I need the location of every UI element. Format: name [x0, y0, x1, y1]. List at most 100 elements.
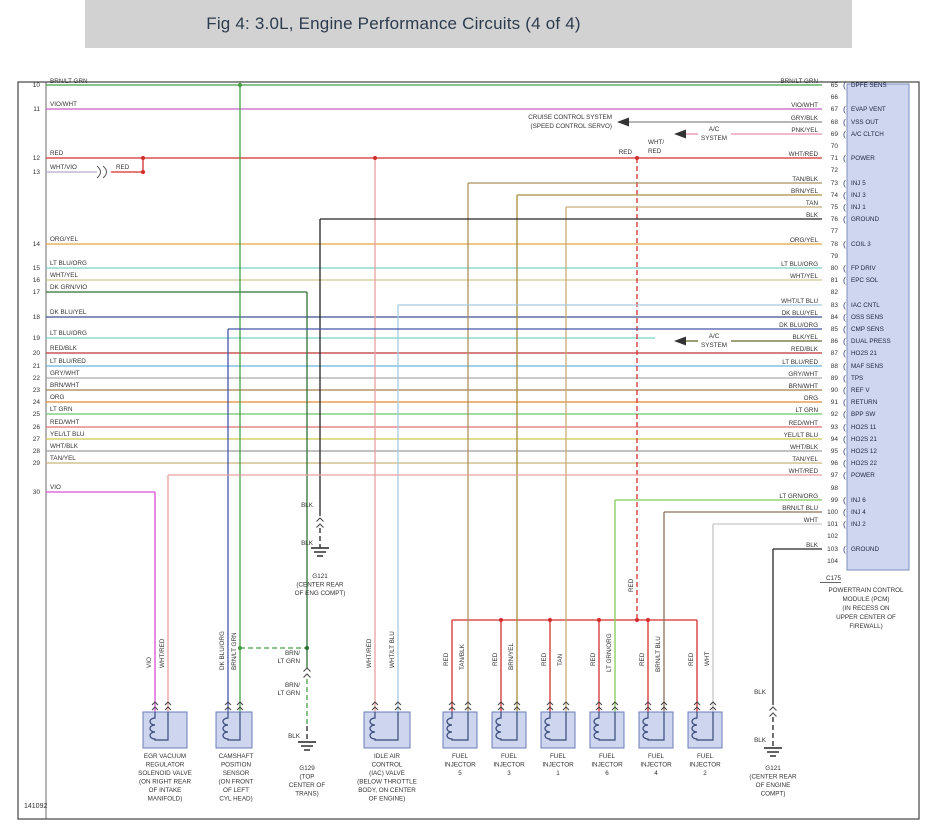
figure-id: 141092 [24, 803, 48, 810]
pin-number: 67 [831, 106, 839, 113]
float-label: LT GRN [277, 690, 300, 697]
connector-chevron [394, 706, 402, 711]
vertical-wire-label: WHT/LT BLU [389, 631, 396, 668]
row-number: 11 [33, 106, 40, 113]
connector-chevron [448, 701, 456, 706]
component-caption: IDLE AIR [374, 753, 400, 760]
pin-number: 100 [827, 509, 838, 516]
vertical-wire-label: RED [541, 652, 548, 666]
pin-function: POWER [851, 472, 875, 479]
pin-brace: ( [843, 385, 846, 395]
connector-chevron [224, 706, 232, 711]
connector-chevron [660, 706, 668, 711]
pin-wire-label: VIO/WHT [791, 102, 818, 109]
vertical-wire-label: RED [639, 652, 646, 666]
pin-number: 95 [831, 448, 839, 455]
pin-function: HO2S 12 [851, 448, 877, 455]
pin-function: IAC CNTL [851, 302, 880, 309]
pin-function: HO2S 21 [851, 436, 877, 443]
pin-number: 69 [831, 131, 839, 138]
pin-function: DPFE SENS [851, 82, 887, 89]
float-label: BLK [301, 502, 314, 509]
component-caption: G129 [299, 765, 315, 772]
pin-function: INJ 2 [851, 521, 866, 528]
connector-chevron [303, 667, 311, 672]
pin-brace: ( [843, 348, 846, 358]
pin-number: 83 [831, 302, 839, 309]
pin-brace: ( [843, 263, 846, 273]
pin-brace: ( [843, 373, 846, 383]
row-number: 23 [33, 387, 41, 394]
pcm-caption: POWERTRAIN CONTROL [828, 587, 904, 594]
title-bar: Fig 4: 3.0L, Engine Performance Circuits… [85, 0, 852, 48]
wire-label: VIO [50, 484, 61, 491]
pin-number: 88 [831, 363, 839, 370]
pin-wire-label: YEL/LT BLU [784, 432, 819, 439]
connector-chevron [164, 701, 172, 706]
pin-number: 99 [831, 497, 839, 504]
pin-function: BPP SW [851, 411, 875, 418]
pin-number: 65 [831, 82, 839, 89]
wire-label: GRY/WHT [50, 370, 80, 377]
component-box [687, 711, 723, 749]
pin-wire-label: BRN/LT BLU [782, 505, 818, 512]
connector-chevron [546, 706, 554, 711]
row-number: 13 [33, 169, 41, 176]
pin-function: TPS [851, 375, 863, 382]
pin-brace: ( [843, 519, 846, 529]
coil-symbol [544, 712, 567, 741]
row-number: 10 [33, 82, 41, 89]
coil-symbol [446, 712, 469, 741]
pin-function: EPC SOL [851, 277, 879, 284]
row-number: 15 [33, 265, 41, 272]
pin-brace: ( [843, 446, 846, 456]
component-caption: FUEL [648, 753, 665, 760]
pin-function: A/C CLTCH [851, 131, 884, 138]
pin-number: 91 [831, 399, 839, 406]
pin-number: 87 [831, 350, 839, 357]
pin-wire-label: GRY/BLK [791, 115, 819, 122]
component-caption: G121 [312, 573, 328, 580]
pin-function: GROUND [851, 546, 879, 553]
wire-label: LT BLU/RED [50, 358, 86, 365]
pin-wire-label: ORG/YEL [790, 237, 818, 244]
junction-dot [237, 82, 243, 88]
pin-number: 85 [831, 326, 839, 333]
component-caption: FUEL [452, 753, 469, 760]
pin-number: 78 [831, 241, 839, 248]
pin-brace: ( [843, 361, 846, 371]
vertical-wire-label: BRN/LT GRN [231, 632, 238, 670]
pin-brace: ( [843, 507, 846, 517]
pin-number: 72 [831, 167, 839, 174]
row-number: 25 [33, 411, 41, 418]
pin-function: INJ 6 [851, 497, 866, 504]
connector-chevron [316, 523, 324, 528]
row-number: 16 [33, 277, 41, 284]
pin-wire-label: WHT/YEL [790, 273, 818, 280]
pin-function: INJ 5 [851, 180, 866, 187]
float-label: A/C [709, 333, 720, 340]
float-label: RED [648, 148, 662, 155]
junction-dot [634, 617, 640, 623]
pin-wire-label: WHT/RED [789, 468, 819, 475]
pin-wire-label: DK BLU/YEL [782, 310, 819, 317]
component-caption: 4 [654, 770, 658, 777]
wire-label: BRN/LT GRN [50, 78, 88, 85]
pin-brace: ( [843, 129, 846, 139]
page-title: Fig 4: 3.0L, Engine Performance Circuits… [206, 14, 581, 33]
wire-label: TAN/YEL [50, 455, 76, 462]
connector-chevron [513, 701, 521, 706]
wire-label: RED [116, 164, 130, 171]
row-number: 28 [33, 448, 41, 455]
component-caption: MANIFOLD) [148, 796, 183, 803]
pin-wire-label: LT GRN [795, 407, 818, 414]
pin-function: OSS SENS [851, 314, 883, 321]
connector-chevron [497, 701, 505, 706]
direction-arrow [674, 336, 686, 346]
pcm-box [846, 83, 910, 571]
float-label: RED [619, 149, 633, 156]
pin-function: INJ 3 [851, 192, 866, 199]
connector-chevron [595, 701, 603, 706]
component-caption: G121 [765, 765, 781, 772]
float-label: A/C [709, 126, 720, 133]
